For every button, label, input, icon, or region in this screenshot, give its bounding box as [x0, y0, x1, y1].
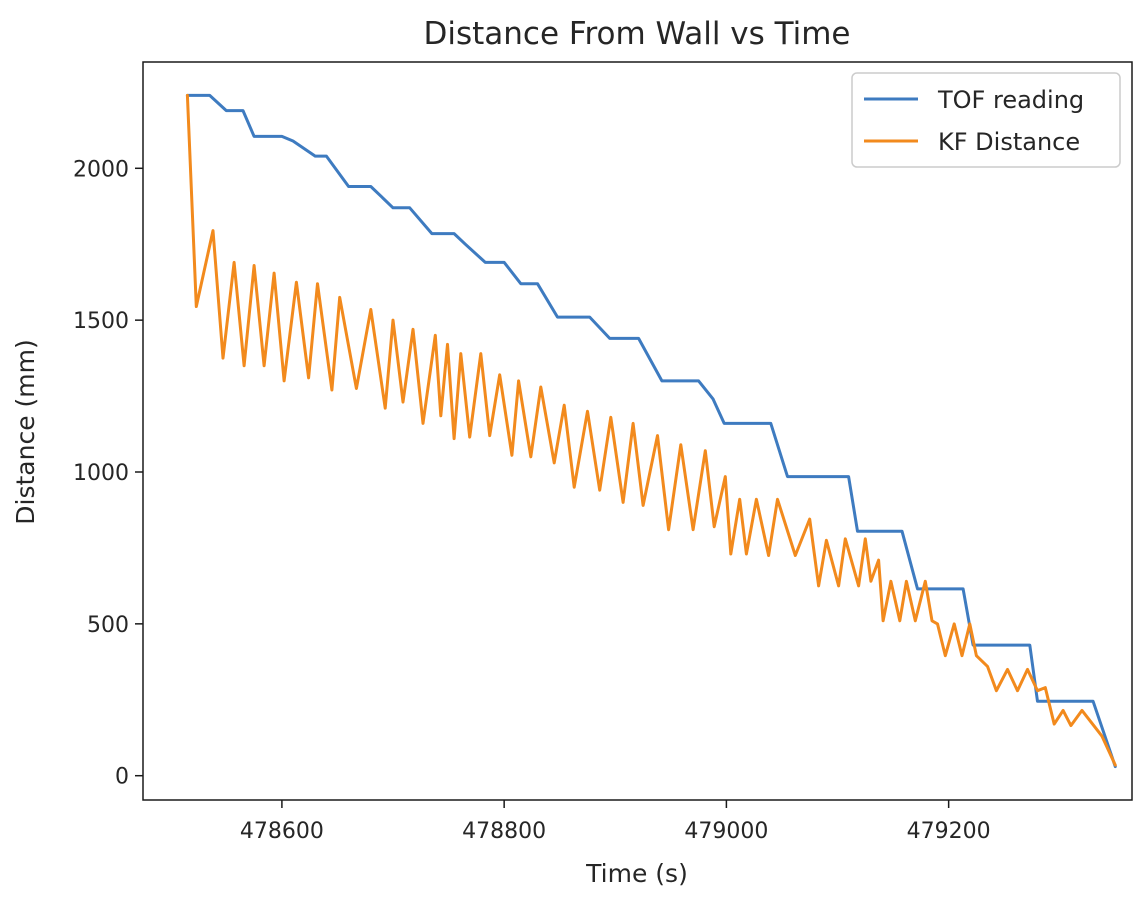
- series-line-tof-reading: [185, 93, 1117, 769]
- x-tick-label: 479200: [907, 819, 991, 844]
- plot-frame: [142, 61, 1133, 801]
- y-tick-label: 2000: [73, 157, 129, 182]
- legend-label-kf-distance: KF Distance: [938, 128, 1080, 156]
- y-axis-label: Distance (mm): [11, 339, 40, 524]
- legend-label-tof-reading: TOF reading: [937, 86, 1084, 114]
- x-tick-label: 478600: [240, 819, 324, 844]
- y-axis-ticks: 0 500 1000 1500 2000: [73, 157, 143, 790]
- y-tick-label: 0: [115, 765, 129, 790]
- legend-frame: [851, 72, 1121, 168]
- x-tick-label: 478800: [462, 819, 546, 844]
- y-tick-label: 1000: [73, 461, 129, 486]
- y-tick-label: 500: [87, 613, 129, 638]
- plot-area: [185, 93, 1117, 769]
- y-tick-label: 1500: [73, 309, 129, 334]
- x-axis-label: Time (s): [585, 859, 688, 888]
- x-axis-ticks: 478600 478800 479000 479200: [240, 800, 991, 844]
- series-line-kf-distance: [185, 93, 1117, 767]
- legend: TOF reading KF Distance: [851, 72, 1121, 168]
- x-tick-label: 479000: [684, 819, 768, 844]
- chart-title: Distance From Wall vs Time: [423, 16, 850, 52]
